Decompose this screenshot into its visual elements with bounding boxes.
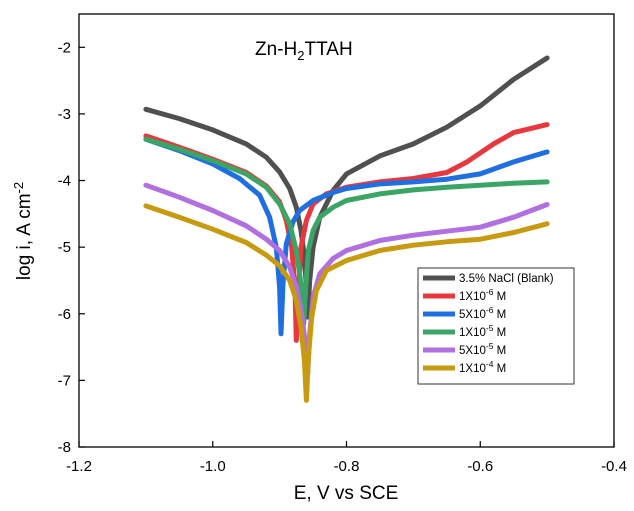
legend-box [417,267,575,385]
plot-title: Zn-H2TTAH [255,39,353,63]
series-line [143,55,550,320]
legend-label: 1X10-6 M [459,287,506,303]
y-tick-label: -4 [58,173,71,190]
y-tick-label: -5 [58,239,71,256]
legend: 3.5% NaCl (Blank) 1X10-6 M 5X10-6 M 1X10-5 … [417,267,575,385]
legend-label: 5X10-5 M [459,341,506,357]
y-tick-label: -2 [58,39,71,56]
x-tick-label: -0.8 [334,458,360,475]
y-tick-label: -7 [58,372,71,389]
y-axis-title: log i, A cm-2 [11,182,35,280]
legend-items: 3.5% NaCl (Blank) 1X10-6 M 5X10-6 M 1X10-5 … [423,273,554,375]
legend-label: 1X10-4 M [459,359,506,375]
legend-label: 5X10-6 M [459,305,506,321]
y-tick-label: -3 [58,106,71,123]
curves-layer [143,55,550,403]
ticks-layer: -1.2 -1.0 -0.8 -0.6 -0.4 -8 -7 -6 -5 -4 -3 -2 [58,39,627,475]
legend-label: 1X10-5 M [459,323,506,339]
y-tick-label: -6 [58,306,71,323]
x-tick-label: -0.4 [601,458,627,475]
series-line [143,136,550,327]
x-axis-title: E, V vs SCE [294,483,399,504]
x-tick-label: -1.0 [200,458,226,475]
x-tick-label: -1.2 [66,458,92,475]
y-tick-label: -8 [58,439,71,456]
series-line [143,203,550,403]
legend-label: 3.5% NaCl (Blank) [459,273,554,285]
x-tick-label: -0.6 [467,458,493,475]
